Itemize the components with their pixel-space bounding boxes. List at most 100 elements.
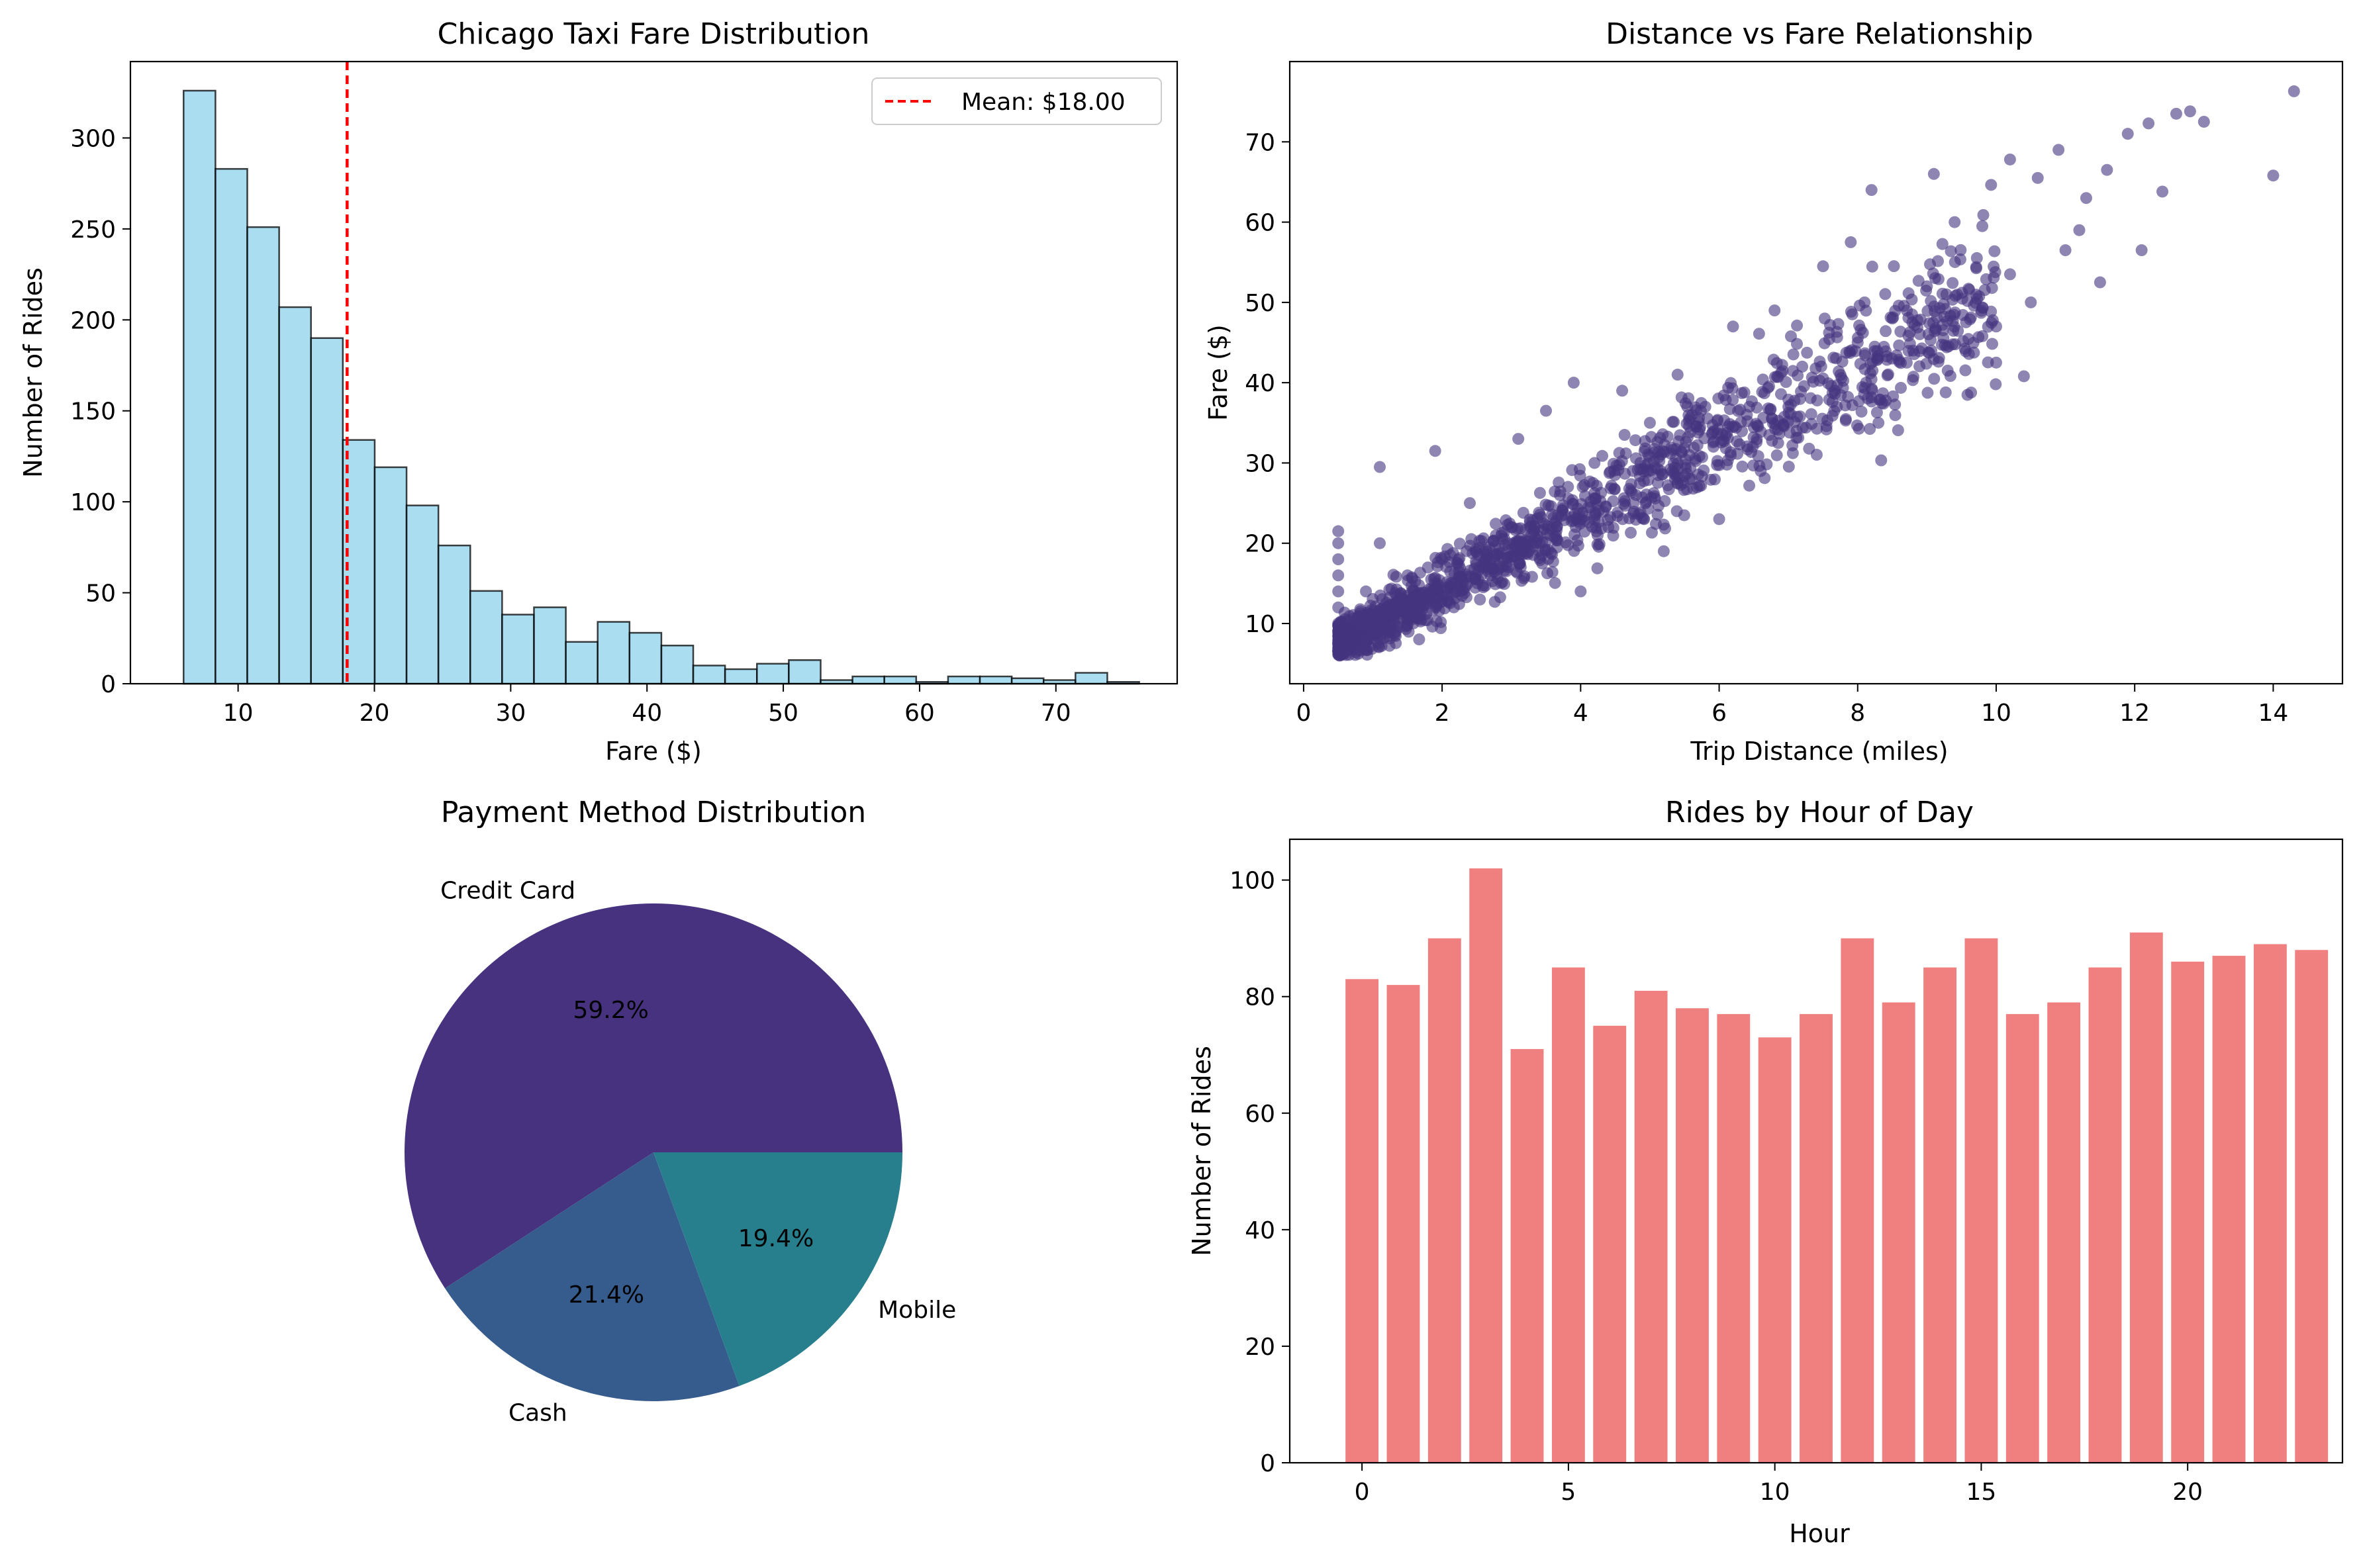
scatter-point xyxy=(1555,510,1568,522)
scatter-point xyxy=(1866,355,1879,368)
scatter-point xyxy=(1651,508,1664,521)
scatter-point xyxy=(1332,585,1345,598)
scatter-point xyxy=(1851,336,1864,349)
hour-bar xyxy=(1634,990,1668,1463)
scatter-point xyxy=(1661,430,1674,443)
scatter-point xyxy=(1840,346,1853,359)
scatter-point xyxy=(1839,414,1852,427)
scatter-point xyxy=(1474,593,1486,606)
scatter-point xyxy=(1678,509,1690,522)
hour-bar xyxy=(2253,944,2287,1463)
scatter-point xyxy=(1706,426,1719,439)
scatter-point xyxy=(1959,364,1972,377)
scatter-point xyxy=(1715,436,1727,449)
hour-bar xyxy=(1510,1048,1544,1463)
scatter-point xyxy=(2197,115,2210,128)
histogram-bar xyxy=(183,89,217,685)
scatter-point xyxy=(1390,571,1402,583)
scatter-x-tick-label: 8 xyxy=(1850,700,1865,727)
scatter-point xyxy=(1587,477,1600,489)
histogram-bar xyxy=(501,614,535,685)
scatter-point xyxy=(1495,576,1508,589)
hourly-title: Rides by Hour of Day xyxy=(1665,796,1974,829)
scatter-point xyxy=(1939,386,1952,398)
scatter-x-tick-label: 0 xyxy=(1296,700,1311,727)
scatter-point xyxy=(1367,593,1379,606)
scatter-point xyxy=(1986,282,1998,295)
hourly-y-tick-label: 0 xyxy=(1260,1450,1275,1477)
scatter-point xyxy=(1383,583,1396,596)
scatter-point xyxy=(1932,273,1945,285)
scatter-point xyxy=(1391,621,1404,633)
scatter-point xyxy=(1870,406,1883,419)
scatter-point xyxy=(1523,520,1536,533)
scatter-point xyxy=(1731,435,1743,447)
scatter-point xyxy=(1571,534,1584,547)
scatter-point xyxy=(1751,401,1763,414)
scatter-point xyxy=(1518,539,1530,552)
scatter-point xyxy=(1962,333,1975,346)
scatter-point xyxy=(1699,400,1712,413)
scatter-point xyxy=(1941,364,1954,377)
histogram-bar xyxy=(692,665,726,685)
scatter-point xyxy=(1864,423,1876,436)
scatter-point xyxy=(1332,537,1345,549)
scatter-point xyxy=(1455,571,1467,583)
scatter-point xyxy=(1962,347,1975,360)
scatter-point xyxy=(1352,620,1365,633)
scatter-point xyxy=(1567,494,1579,506)
scatter-point xyxy=(1866,260,1878,273)
scatter-point xyxy=(1787,348,1800,361)
scatter-point xyxy=(1429,601,1442,614)
scatter-point xyxy=(1540,404,1553,417)
scatter-point xyxy=(1640,488,1653,501)
scatter-point xyxy=(1576,481,1589,493)
pie-slice-credit-card xyxy=(404,903,902,1289)
scatter-point xyxy=(1608,483,1621,496)
scatter-point xyxy=(1696,470,1708,483)
scatter-point xyxy=(1553,476,1565,488)
scatter-point xyxy=(1743,479,1756,492)
scatter-point xyxy=(1806,418,1818,430)
scatter-point xyxy=(2025,296,2037,308)
histogram-bar xyxy=(215,167,248,685)
histogram-bar xyxy=(278,306,312,685)
scatter-point xyxy=(1961,389,1974,401)
scatter-point xyxy=(1741,440,1753,453)
scatter-point xyxy=(1937,332,1950,344)
fare-histogram-panel: Chicago Taxi Fare Distribution 10 20 30 40 5… xyxy=(19,17,1179,766)
scatter-point xyxy=(1607,495,1619,508)
scatter-point xyxy=(1567,377,1580,389)
scatter-point xyxy=(1886,352,1898,365)
scatter-point xyxy=(2017,370,2030,383)
scatter-point xyxy=(1608,465,1621,477)
scatter-point xyxy=(1671,369,1684,381)
hour-bar xyxy=(2088,967,2122,1463)
scatter-point xyxy=(1634,457,1647,469)
scatter-point xyxy=(1518,572,1530,584)
scatter-point xyxy=(1949,289,1962,302)
scatter-point xyxy=(1566,464,1578,477)
scatter-point xyxy=(1893,339,1905,351)
hourly-frame xyxy=(1288,838,2344,1464)
scatter-point xyxy=(1588,457,1601,469)
scatter-point xyxy=(1865,184,1878,197)
histogram-bar xyxy=(947,675,981,685)
scatter-point xyxy=(1431,581,1443,594)
pie-slice-mobile xyxy=(653,1152,902,1386)
scatter-point xyxy=(2156,185,2169,198)
scatter-point xyxy=(1927,167,1940,180)
scatter-point xyxy=(1952,324,1964,337)
scatter-point xyxy=(1663,483,1675,496)
scatter-x-tick-label: 2 xyxy=(1435,700,1450,727)
scatter-point xyxy=(1542,499,1555,512)
scatter-point xyxy=(1825,380,1837,392)
scatter-point xyxy=(1492,550,1505,563)
scatter-point xyxy=(1872,416,1885,429)
hourly-x-tick-label: 10 xyxy=(1760,1479,1790,1506)
histogram-x-tick-label: 70 xyxy=(1041,700,1071,727)
scatter-point xyxy=(1977,208,1990,221)
scatter-point xyxy=(1921,280,1933,293)
scatter-point xyxy=(1413,633,1425,646)
histogram-x-tick-label: 50 xyxy=(768,700,798,727)
